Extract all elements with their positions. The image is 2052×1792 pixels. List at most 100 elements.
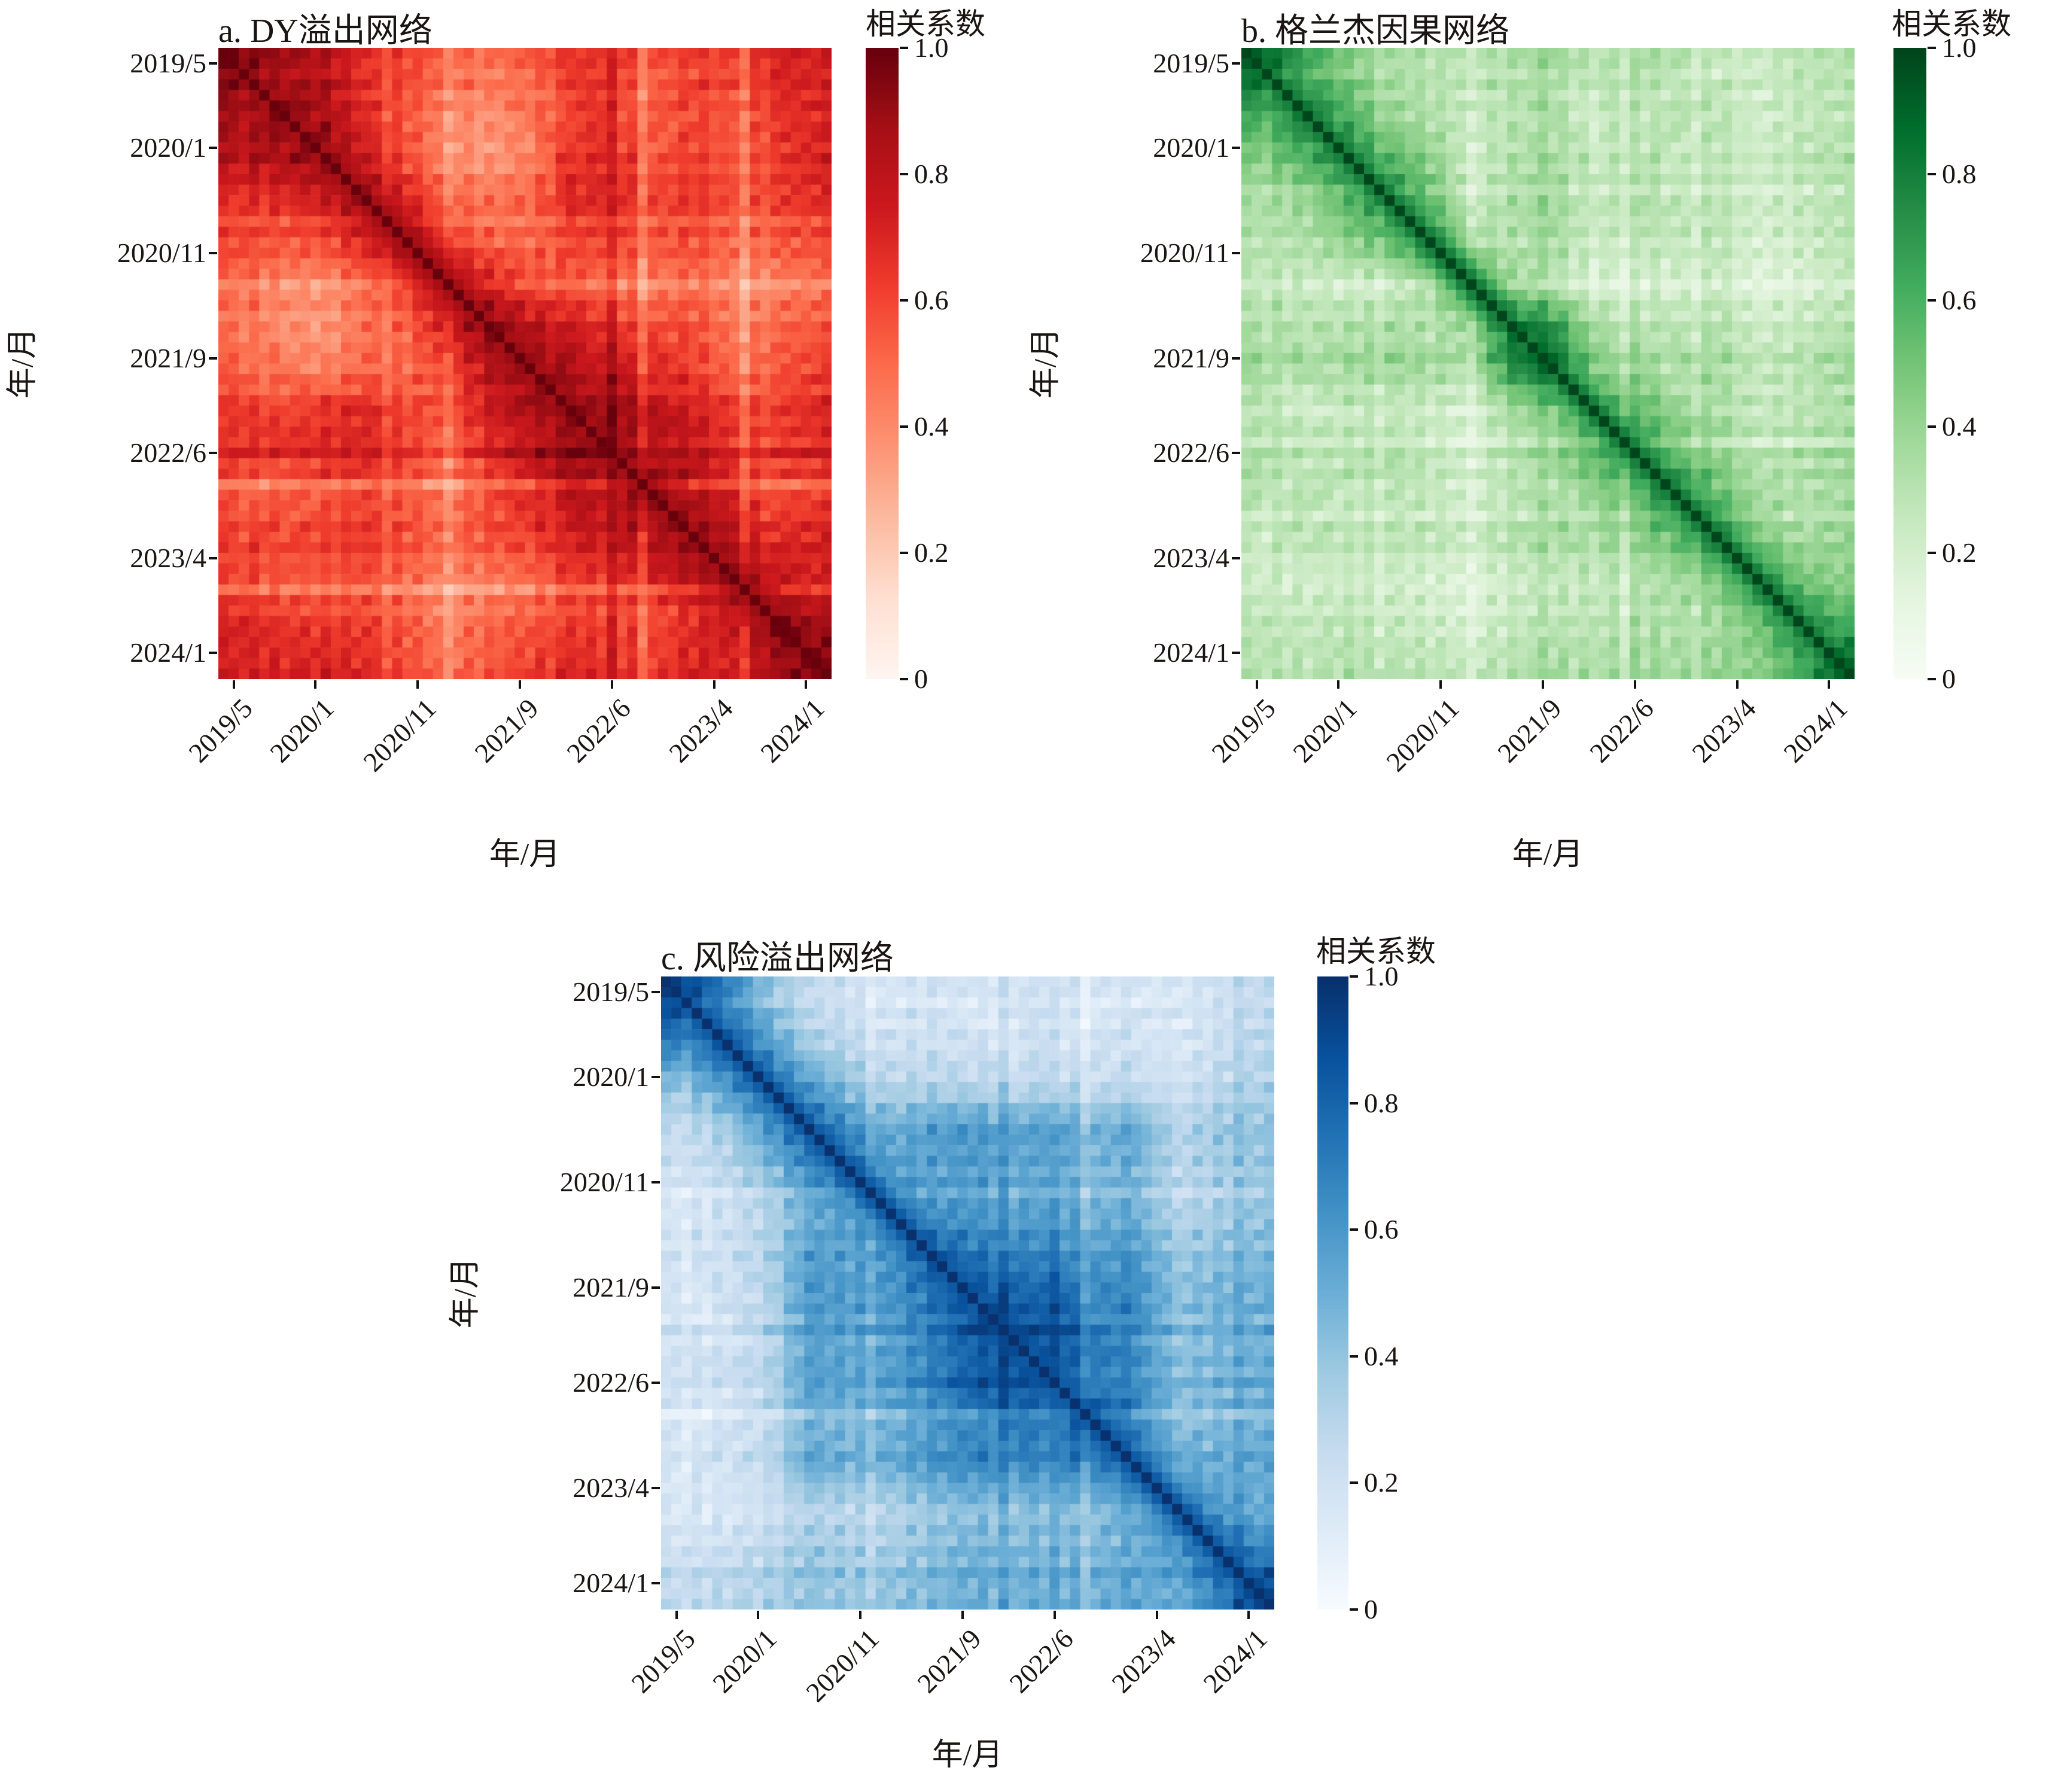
- panel-c-ytick-label: 2021/9: [573, 1272, 649, 1303]
- panel-c-ytick-label: 2020/1: [573, 1061, 649, 1092]
- panel-a-ytick-label: 2019/5: [130, 48, 206, 79]
- colorbar-b: [1893, 48, 1926, 679]
- colorbar-c-tick-label: 1.0: [1364, 961, 1399, 991]
- colorbar-c-tick-label: 0.6: [1364, 1214, 1399, 1245]
- panel-c-ytick-mark: [651, 1181, 660, 1183]
- colorbar-c-title: 相关系数: [1316, 935, 1436, 968]
- panel-b-xtick-mark: [1736, 680, 1739, 689]
- panel-c-ytick-mark: [651, 1075, 660, 1078]
- panel-b-ytick-label: 2019/5: [1153, 48, 1229, 79]
- panel-a-xtick-mark: [713, 680, 716, 689]
- colorbar-c-tick-label: 0.4: [1364, 1340, 1399, 1371]
- panel-c-ytick-mark: [651, 1381, 660, 1384]
- panel-c-ytick-mark: [651, 1286, 660, 1289]
- panel-b-xaxis-label: 年/月: [1512, 838, 1584, 872]
- panel-a-xtick-mark: [610, 680, 613, 689]
- colorbar-a-tick-label: 1.0: [914, 32, 949, 63]
- panel-a-xtick-mark: [518, 680, 521, 689]
- panel-a-ytick-label: 2024/1: [130, 637, 206, 668]
- panel-a-ytick-label: 2021/9: [130, 342, 206, 373]
- panel-c-xaxis-label: 年/月: [931, 1738, 1003, 1772]
- panel-b-xtick-mark: [1633, 680, 1636, 689]
- colorbar-b-tick-mark: [1928, 552, 1936, 554]
- panel-b-xtick-mark: [1439, 680, 1442, 689]
- colorbar-a-tick-mark: [900, 552, 908, 554]
- panel-c-ytick-label: 2019/5: [573, 976, 649, 1008]
- colorbar-c-tick-mark: [1350, 1608, 1358, 1611]
- panel-b-ytick-mark: [1232, 451, 1240, 454]
- colorbar-b-tick-mark: [1928, 299, 1936, 302]
- panel-c-ytick-label: 2024/1: [573, 1567, 649, 1598]
- panel-b-ytick-mark: [1232, 251, 1240, 254]
- panel-b-xtick-mark: [1255, 680, 1258, 689]
- panel-a-ytick-label: 2023/4: [130, 542, 206, 573]
- panel-b-ytick-label: 2023/4: [1153, 542, 1229, 573]
- panel-b-ytick-label: 2020/11: [1140, 237, 1229, 268]
- panel-a-xtick-mark: [314, 680, 317, 689]
- heatmap-b-canvas: [1241, 48, 1855, 679]
- colorbar-b-tick-label: 0.2: [1942, 537, 1977, 568]
- colorbar-a-tick-label: 0: [914, 664, 928, 694]
- heatmap-c-canvas: [661, 976, 1274, 1610]
- panel-a-ytick-mark: [209, 556, 217, 559]
- panel-b-xtick-mark: [1828, 680, 1831, 689]
- colorbar-a-tick-mark: [900, 678, 908, 680]
- colorbar-b-tick-label: 0: [1942, 664, 1956, 694]
- panel-b-ytick-label: 2024/1: [1153, 637, 1229, 668]
- colorbar-a: [866, 48, 899, 679]
- panel-c-ytick-label: 2023/4: [573, 1472, 649, 1504]
- colorbar-a-tick-mark: [900, 47, 908, 49]
- colorbar-a-tick-label: 0.4: [914, 411, 949, 442]
- colorbar-b-tick-label: 0.4: [1942, 411, 1977, 442]
- panel-b-xtick-mark: [1337, 680, 1340, 689]
- colorbar-a-tick-mark: [900, 299, 908, 302]
- colorbar-a-tick-label: 0.6: [914, 285, 949, 315]
- panel-b-ytick-mark: [1232, 556, 1240, 559]
- colorbar-a-tick-label: 0.8: [914, 159, 949, 189]
- colorbar-b-title: 相关系数: [1892, 7, 2011, 41]
- colorbar-c-tick-mark: [1350, 1355, 1358, 1358]
- panel-a-title: a. DY溢出网络: [218, 13, 433, 50]
- colorbar-a-tick-mark: [900, 425, 908, 428]
- panel-c-ytick-label: 2020/11: [559, 1166, 649, 1197]
- colorbar-c-tick-mark: [1350, 1102, 1358, 1105]
- panel-c-ytick-mark: [651, 1487, 660, 1490]
- colorbar-b-tick-label: 0.8: [1942, 159, 1977, 189]
- panel-b-ytick-label: 2021/9: [1153, 342, 1229, 373]
- panel-a-ytick-label: 2022/6: [130, 437, 206, 468]
- colorbar-b-tick-label: 1.0: [1942, 32, 1977, 63]
- panel-b-ytick-mark: [1232, 62, 1240, 65]
- panel-c-xtick-mark: [757, 1611, 760, 1619]
- panel-c-ytick-mark: [651, 991, 660, 994]
- panel-b-ytick-label: 2020/1: [1153, 132, 1229, 163]
- panel-b-title: b. 格兰杰因果网络: [1241, 13, 1509, 50]
- panel-c-ytick-label: 2022/6: [573, 1367, 649, 1398]
- panel-a-xtick-mark: [416, 680, 419, 689]
- panel-c-xtick-mark: [1053, 1611, 1056, 1619]
- colorbar-c-tick-mark: [1350, 1481, 1358, 1484]
- colorbar-c-tick-label: 0: [1364, 1594, 1378, 1624]
- panel-a-ytick-mark: [209, 251, 217, 254]
- panel-a-ytick-mark: [209, 62, 217, 65]
- colorbar-a-tick-label: 0.2: [914, 537, 949, 568]
- colorbar-c-tick-mark: [1350, 975, 1358, 978]
- panel-b-ytick-mark: [1232, 357, 1240, 360]
- colorbar-b-tick-mark: [1928, 47, 1936, 49]
- panel-c-xtick-mark: [859, 1611, 862, 1619]
- panel-a-xtick-mark: [805, 680, 808, 689]
- colorbar-c-tick-label: 0.2: [1364, 1467, 1399, 1498]
- colorbar-c-tick-label: 0.8: [1364, 1087, 1399, 1118]
- panel-c-ytick-mark: [651, 1581, 660, 1584]
- heatmap-a-canvas: [218, 48, 832, 679]
- colorbar-a-tick-mark: [900, 173, 908, 175]
- panel-a-ytick-label: 2020/1: [130, 132, 206, 163]
- colorbar-c-tick-mark: [1350, 1228, 1358, 1231]
- panel-c-xtick-mark: [1247, 1611, 1250, 1619]
- panel-c-xtick-mark: [675, 1611, 678, 1619]
- colorbar-b-tick-mark: [1928, 678, 1936, 680]
- panel-b-ytick-mark: [1232, 652, 1240, 655]
- panel-c-xtick-mark: [961, 1611, 964, 1619]
- panel-a-ytick-mark: [209, 147, 217, 150]
- colorbar-b-tick-mark: [1928, 173, 1936, 175]
